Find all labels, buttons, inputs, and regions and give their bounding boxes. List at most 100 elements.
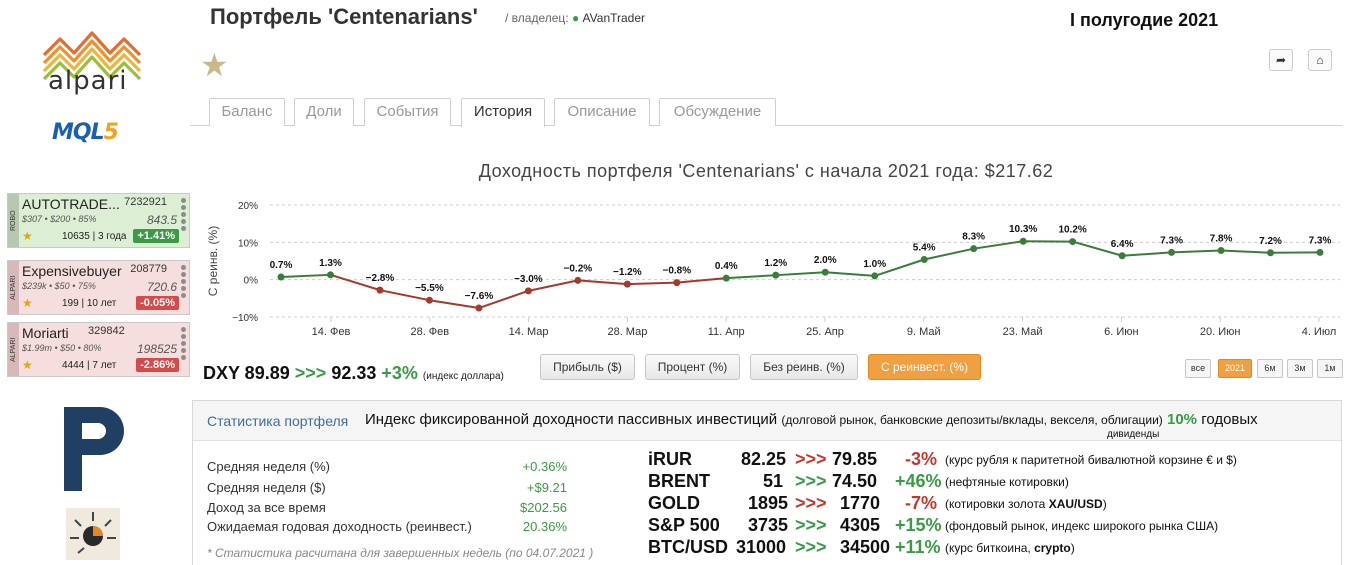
tab-events[interactable]: События <box>364 98 451 126</box>
range-1m-button[interactable]: 1м <box>1317 359 1343 378</box>
data-label: 7.3% <box>1160 235 1183 246</box>
data-label: 0.4% <box>715 261 738 272</box>
range-6m-button[interactable]: 6м <box>1257 359 1283 378</box>
signal-name[interactable]: AUTOTRADE... <box>22 196 120 212</box>
returns-chart: 20% 10% 0% −10% С реинв. (%) 14. Фев 28. Фев 14… <box>206 201 1340 338</box>
data-label: −0.8% <box>662 266 691 277</box>
stats-title[interactable]: Статистика портфеля <box>207 413 349 429</box>
quote-change: -7% <box>905 493 938 513</box>
owner-link[interactable]: AVanTrader <box>582 11 646 25</box>
mode-no-reinvest-button[interactable]: Без реинв. (%) <box>750 354 858 380</box>
series-line-segment <box>330 273 381 292</box>
tab-description[interactable]: Описание <box>554 98 650 126</box>
tab-bar: Баланс Доли События История Описание Обс… <box>190 98 1342 127</box>
data-point <box>524 287 532 295</box>
mode-percent-button[interactable]: Процент (%) <box>645 354 740 380</box>
star-icon: ★ <box>22 296 33 310</box>
series-line-segment <box>478 289 529 309</box>
home-button[interactable]: ⌂ <box>1308 49 1332 71</box>
quote-desc-bold: XAU/USD <box>1048 497 1103 511</box>
signal-name[interactable]: Moriarti <box>22 325 69 341</box>
y-tick-label: 20% <box>238 201 258 212</box>
quote-from: 31000 <box>736 537 787 557</box>
star-icon: ★ <box>22 358 33 372</box>
stat-label: Ожидаемая годовая доходность (реинвест.) <box>207 519 472 534</box>
series-line-segment <box>874 258 925 277</box>
signal-status-dots <box>181 265 187 300</box>
x-tick-label: 28. Мар <box>607 326 647 338</box>
signal-params: $1.99m • $50 • 80% <box>22 343 102 353</box>
quote-change: +11% <box>895 537 941 557</box>
robo-r-logo-icon[interactable] <box>60 403 126 495</box>
series-line-segment <box>1221 249 1271 254</box>
quote-from: 3735 <box>748 515 789 535</box>
data-point <box>1069 238 1077 246</box>
signal-params: $307 • $200 • 85% <box>22 214 97 224</box>
quote-arrows: >>> <box>795 471 827 491</box>
stats-panel: Статистика портфеля Индекс фиксированной… <box>192 400 1342 565</box>
quote-to: 34500 <box>840 537 891 557</box>
range-2021-button[interactable]: 2021 <box>1218 359 1252 378</box>
quote-name: GOLD <box>648 493 700 513</box>
data-point <box>673 279 681 287</box>
data-point <box>821 268 829 276</box>
alpari-logo-icon[interactable] <box>38 5 146 105</box>
signal-card-2[interactable]: ALPARI Expensivebuyer 208779 $239k • $50… <box>7 260 190 315</box>
signal-params: $239k • $50 • 75% <box>22 281 96 291</box>
y-tick-label: −10% <box>232 313 258 324</box>
stat-row-expected-yield: Ожидаемая годовая доходность (реинвест.)… <box>207 519 567 534</box>
tab-balance[interactable]: Баланс <box>209 98 285 126</box>
tab-discussion[interactable]: Обсуждение <box>659 98 776 126</box>
mode-profit-button[interactable]: Прибыль ($) <box>540 354 635 380</box>
signal-gain-badge: +1.41% <box>133 229 179 243</box>
series-line-segment <box>1072 240 1123 257</box>
alpari-wordmark[interactable]: alpari <box>48 66 128 96</box>
data-label: −2.8% <box>366 273 395 284</box>
tab-shares[interactable]: Доли <box>294 98 354 126</box>
stat-row-avg-week-usd: Средняя неделя ($) +$9.21 <box>207 480 567 495</box>
series-line-segment <box>1122 251 1172 257</box>
signal-gain-badge: -2.86% <box>136 358 179 372</box>
quote-from: 1895 <box>748 493 789 513</box>
data-label: 7.3% <box>1309 235 1332 246</box>
data-point <box>475 304 483 312</box>
quote-desc-post: ) <box>1070 541 1075 555</box>
quote-name: S&P 500 <box>648 515 720 535</box>
stat-label: Средняя неделя (%) <box>207 459 330 474</box>
stat-label: Средняя неделя ($) <box>207 480 326 495</box>
fixed-income-index: Индекс фиксированной доходности пассивны… <box>365 411 1258 428</box>
quote-change: +15% <box>895 515 942 535</box>
favorite-star-icon[interactable]: ★ <box>200 47 229 83</box>
quote-desc-post: ) <box>1102 497 1107 511</box>
mode-reinvest-button[interactable]: С реинвест. (%) <box>868 354 981 380</box>
data-label: −3.0% <box>514 274 543 285</box>
tab-history[interactable]: История <box>461 98 545 127</box>
sun-logo-icon[interactable] <box>66 508 120 560</box>
share-button[interactable]: ➦ <box>1269 49 1293 71</box>
quote-to: 1770 <box>840 493 881 513</box>
x-tick-label: 11. Апр <box>708 326 745 338</box>
data-point <box>277 273 285 281</box>
data-label: 5.4% <box>913 243 936 254</box>
data-label: −5.5% <box>415 283 444 294</box>
data-label: 7.8% <box>1210 234 1233 245</box>
x-tick-label: 14. Фев <box>312 326 351 338</box>
stats-footnote: * Статистика расчитана для завершенных н… <box>207 546 594 560</box>
stats-header: Статистика портфеля Индекс фиксированной… <box>193 401 1341 441</box>
data-point <box>1019 237 1027 245</box>
index-suffix: годовых <box>1201 411 1258 428</box>
data-label: 2.0% <box>814 255 837 266</box>
mql5-logo[interactable]: MQL5 <box>52 120 119 145</box>
signal-name[interactable]: Expensivebuyer <box>22 263 122 279</box>
signal-card-1[interactable]: ROBO AUTOTRADE... 7232921 $307 • $200 • … <box>7 193 190 248</box>
range-all-button[interactable]: все <box>1185 359 1211 378</box>
signal-id: 329842 <box>88 325 125 337</box>
signal-card-3[interactable]: ALPARI Moriarti 329842 $1.99m • $50 • 80… <box>7 322 190 377</box>
range-3m-button[interactable]: 3м <box>1287 359 1313 378</box>
quote-from: 82.25 <box>741 449 787 469</box>
data-label: 10.2% <box>1058 225 1086 236</box>
series-line-segment <box>775 271 826 277</box>
data-label: 1.2% <box>764 258 787 269</box>
signal-value: 720.6 <box>146 280 177 294</box>
dxy-quote: DXY 89.89 >>> 92.33 +3% (индекс доллара) <box>203 363 504 384</box>
